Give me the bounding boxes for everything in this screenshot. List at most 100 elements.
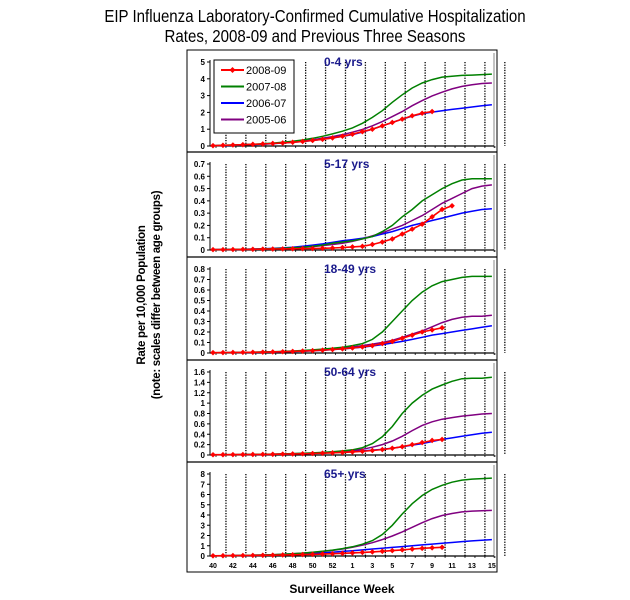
data-point-2008-09 <box>349 550 356 556</box>
data-point-2008-09 <box>299 245 306 252</box>
data-point-2008-09 <box>349 131 356 138</box>
y-tick-label: 0.2 <box>194 441 206 450</box>
data-point-2008-09 <box>319 551 326 557</box>
y-tick-label: 4 <box>201 75 206 84</box>
panel-18-49-yrs: 00.1 0.20.3 0.40.5 0.60.7 0.8 18-49 yrs <box>187 256 506 358</box>
data-point-2008-09 <box>279 348 286 355</box>
data-point-2008-09 <box>359 128 366 135</box>
legend-label: 2005-06 <box>246 115 286 127</box>
data-point-2008-09 <box>240 349 246 356</box>
x-tick-label: 48 <box>289 563 297 570</box>
data-point-2008-09 <box>319 450 326 456</box>
y-tick-label: 0.7 <box>194 160 206 169</box>
data-point-2008-09 <box>220 142 226 149</box>
data-point-2008-09 <box>429 214 435 220</box>
data-point-2008-09 <box>329 550 336 557</box>
x-tick-label: 13 <box>468 563 476 570</box>
x-tick-label: 3 <box>370 563 374 570</box>
x-tick-label: 52 <box>329 563 337 570</box>
y-axis-label-note: (note: scales differ between age groups) <box>151 190 163 400</box>
y-tick-label: 0.8 <box>194 265 206 274</box>
data-point-2008-09 <box>359 549 366 556</box>
y-tick-label: 1.6 <box>194 368 206 377</box>
y-tick-label: 1 <box>201 542 206 551</box>
data-point-2008-09 <box>399 116 406 122</box>
data-point-2008-09 <box>220 246 226 253</box>
data-point-2008-09 <box>409 226 415 232</box>
data-point-2008-09 <box>289 348 296 355</box>
y-tick-label: 2 <box>201 108 206 117</box>
legend-label: 2008-09 <box>246 65 286 77</box>
data-point-2008-09 <box>409 441 415 448</box>
legend: 2008-09 2007-08 2006-07 2005-06 <box>213 59 295 134</box>
data-point-2008-09 <box>240 246 246 253</box>
y-tick-label: 0.2 <box>194 221 206 230</box>
panel-label: 65+ yrs <box>324 467 366 481</box>
y-tick-label: 0.7 <box>194 276 206 285</box>
data-point-2008-09 <box>289 245 296 252</box>
y-tick-label: 0.5 <box>194 185 206 194</box>
data-point-2008-09 <box>329 135 336 141</box>
y-tick-label: 0 <box>201 246 206 255</box>
data-point-2008-09 <box>399 443 406 450</box>
data-point-2008-09 <box>250 349 256 356</box>
legend-label: 2007-08 <box>246 82 286 94</box>
y-tick-label: 5 <box>201 501 206 510</box>
x-tick-label: 46 <box>269 563 277 570</box>
panel-label: 0-4 yrs <box>324 55 363 69</box>
panel-label: 5-17 yrs <box>324 157 370 171</box>
x-tick-label: 44 <box>249 563 257 570</box>
legend-item: 2005-06 <box>221 115 286 127</box>
data-point-2008-09 <box>429 545 435 551</box>
data-point-2008-09 <box>210 142 216 149</box>
data-point-2008-09 <box>299 138 306 145</box>
data-point-2008-09 <box>260 349 266 355</box>
data-point-2008-09 <box>359 344 366 350</box>
data-point-2008-09 <box>429 327 435 333</box>
data-point-2008-09 <box>439 544 445 551</box>
data-point-2008-09 <box>369 447 376 454</box>
data-point-2008-09 <box>369 342 376 349</box>
data-point-2008-09 <box>210 552 216 559</box>
x-tick-label: 50 <box>309 563 317 570</box>
data-point-2008-09 <box>230 246 236 253</box>
data-point-2008-09 <box>269 246 276 252</box>
data-point-2008-09 <box>250 141 256 148</box>
y-tick-label: 0 <box>201 552 206 561</box>
data-point-2008-09 <box>429 437 435 444</box>
y-tick-label: 1.4 <box>194 378 206 387</box>
data-point-2008-09 <box>339 244 346 251</box>
y-tick-label: 1 <box>201 125 206 134</box>
data-point-2008-09 <box>289 551 296 558</box>
data-point-2008-09 <box>260 141 266 147</box>
y-tick-label: 0.6 <box>194 172 206 181</box>
x-tick-label: 15 <box>488 563 496 570</box>
x-tick-label: 11 <box>448 563 456 570</box>
data-point-2008-09 <box>309 245 316 252</box>
data-point-2008-09 <box>299 551 306 558</box>
legend-marker <box>229 67 236 73</box>
data-point-2008-09 <box>379 239 386 245</box>
data-point-2008-09 <box>389 547 396 554</box>
panel-5-17-yrs: 0 0.1 0.2 0.3 0.4 0.5 0.6 0.7 5-17 yrs <box>187 151 506 255</box>
y-axis-label-main: Rate per 10,000 Population <box>136 225 148 365</box>
data-point-2008-09 <box>339 133 346 140</box>
data-point-2008-09 <box>220 451 226 458</box>
y-tick-label: 0 <box>201 451 206 460</box>
data-point-2008-09 <box>279 552 286 558</box>
legend-box <box>213 59 295 134</box>
y-tick-label: 6 <box>201 491 206 500</box>
y-tick-label: 3 <box>201 92 206 101</box>
y-tick-label: 0.5 <box>194 297 206 306</box>
y-tick-label: 0.3 <box>194 209 206 218</box>
chart-title-line-1: EIP Influenza Laboratory-Confirmed Cumul… <box>104 6 526 26</box>
data-point-2008-09 <box>369 549 376 555</box>
x-tick-label: 1 <box>350 563 354 570</box>
data-point-2008-09 <box>429 108 435 115</box>
data-point-2008-09 <box>319 245 326 252</box>
data-point-2008-09 <box>230 451 236 458</box>
data-point-2008-09 <box>419 110 425 117</box>
legend-item: 2008-09 <box>221 65 286 77</box>
y-tick-label: 0.2 <box>194 328 206 337</box>
